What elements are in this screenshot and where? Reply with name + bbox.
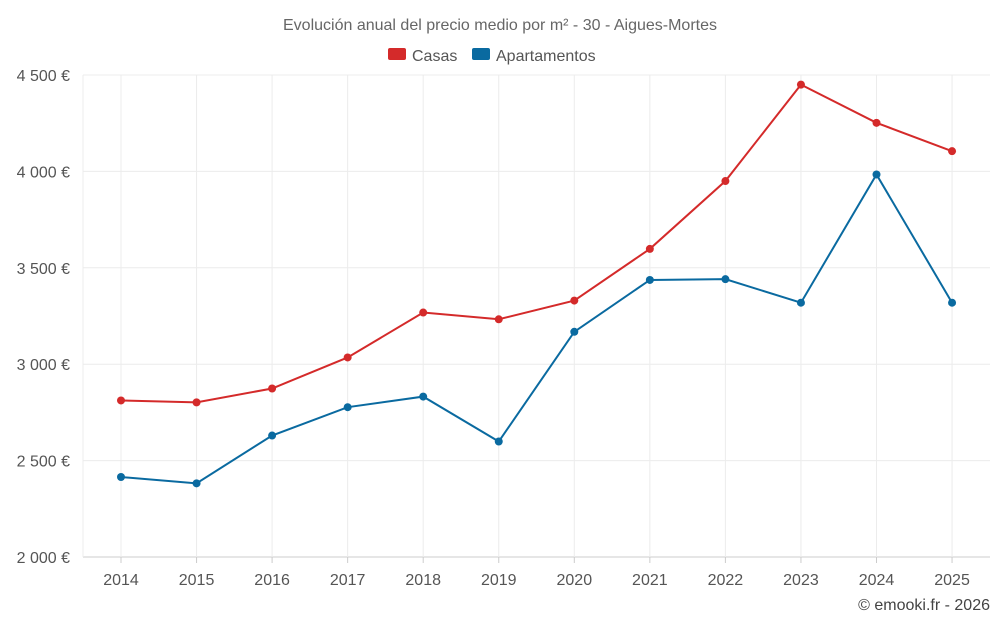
y-tick-label: 3 500 €: [17, 261, 70, 278]
x-tick-label: 2015: [179, 572, 215, 589]
y-tick-label: 2 500 €: [17, 454, 70, 471]
data-point-casas[interactable]: [192, 398, 201, 407]
data-point-casas[interactable]: [117, 396, 125, 405]
x-tick-label: 2017: [330, 572, 366, 589]
series-group: [117, 80, 957, 488]
data-point-apartamentos[interactable]: [872, 170, 881, 179]
data-point-apartamentos[interactable]: [343, 403, 352, 412]
data-point-apartamentos[interactable]: [117, 472, 125, 481]
legend: Casas Apartamentos: [388, 48, 596, 65]
data-point-casas[interactable]: [419, 308, 428, 317]
x-tick-label: 2023: [783, 572, 819, 589]
data-point-apartamentos[interactable]: [494, 437, 503, 446]
data-point-casas[interactable]: [570, 296, 579, 305]
legend-label-apartamentos[interactable]: Apartamentos: [496, 48, 596, 65]
y-tick-label: 4 500 €: [17, 68, 70, 85]
x-tick-label: 2014: [103, 572, 139, 589]
data-point-apartamentos[interactable]: [192, 479, 201, 488]
x-tick-label: 2016: [254, 572, 290, 589]
y-tick-label: 2 000 €: [17, 550, 70, 567]
x-tick-label: 2020: [557, 572, 593, 589]
data-point-apartamentos[interactable]: [796, 298, 805, 307]
data-point-apartamentos[interactable]: [948, 298, 957, 307]
y-tick-label: 4 000 €: [17, 164, 70, 181]
chart-title: Evolución anual del precio medio por m² …: [283, 17, 717, 34]
grid: [82, 74, 990, 558]
legend-swatch-casas: [388, 48, 406, 60]
x-axis: 2014 2015 2016 2017 2018 2019 2020 2021 2022 2023…: [103, 557, 970, 589]
data-point-apartamentos[interactable]: [570, 327, 579, 336]
data-point-apartamentos[interactable]: [268, 431, 277, 440]
data-point-apartamentos[interactable]: [645, 275, 654, 284]
series-line-apartamentos: [120, 172, 953, 485]
legend-swatch-apartamentos: [472, 48, 490, 60]
y-axis: 2 000 € 2 500 € 3 000 € 3 500 € 4 000 € 4 500…: [17, 68, 70, 567]
x-tick-label: 2025: [934, 572, 970, 589]
data-point-casas[interactable]: [268, 384, 277, 393]
x-tick-label: 2022: [708, 572, 744, 589]
data-point-casas[interactable]: [872, 118, 881, 127]
x-tick-label: 2021: [632, 572, 668, 589]
data-point-apartamentos[interactable]: [419, 392, 428, 401]
data-point-casas[interactable]: [645, 244, 654, 253]
legend-label-casas[interactable]: Casas: [412, 48, 457, 65]
data-point-casas[interactable]: [343, 353, 352, 362]
x-tick-label: 2018: [405, 572, 441, 589]
data-point-apartamentos[interactable]: [721, 275, 730, 284]
x-tick-label: 2024: [859, 572, 895, 589]
x-tick-label: 2019: [481, 572, 517, 589]
data-point-casas[interactable]: [948, 147, 957, 156]
data-point-casas[interactable]: [721, 177, 730, 186]
series-line-casas: [120, 83, 953, 404]
data-point-casas[interactable]: [494, 315, 503, 324]
credit-text: © emooki.fr - 2026: [858, 597, 990, 614]
y-tick-label: 3 000 €: [17, 357, 70, 374]
data-point-casas[interactable]: [796, 80, 805, 89]
